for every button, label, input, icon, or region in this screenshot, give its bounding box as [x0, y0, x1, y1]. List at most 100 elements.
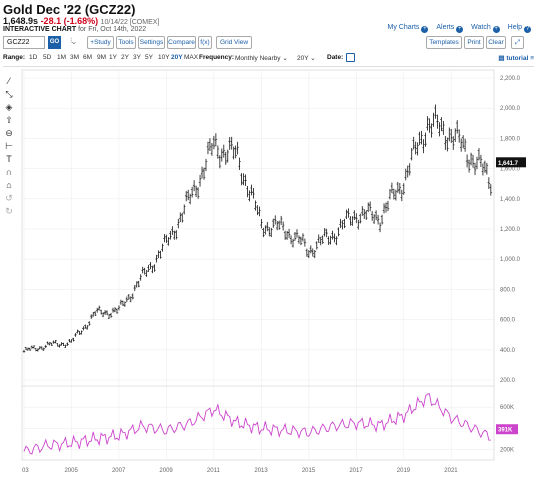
settings-button[interactable]: Settings — [138, 36, 165, 49]
ohlc-bar — [323, 228, 326, 237]
ohlc-bar — [76, 329, 79, 334]
ohlc-bar — [157, 250, 160, 259]
range-1d[interactable]: 1D — [29, 54, 38, 61]
ohlc-bar — [451, 136, 455, 150]
ohlc-bar — [366, 202, 370, 213]
ohlc-bar — [357, 219, 360, 230]
period-dropdown[interactable]: 20Y ⌄ — [297, 54, 316, 62]
ohlc-bar — [358, 213, 362, 224]
time-tick-label: 2005 — [64, 468, 78, 474]
ohlc-bar — [325, 228, 328, 238]
range-1m[interactable]: 1M — [57, 54, 67, 61]
my-charts-link[interactable]: My Charts + — [388, 24, 429, 33]
help-link[interactable]: Help ? — [507, 24, 531, 33]
ohlc-bar — [250, 184, 253, 196]
fib-tool-icon[interactable]: ⊖ — [5, 128, 13, 138]
symbol-input[interactable]: GCZ22 — [3, 36, 45, 49]
chart-type-dropdown[interactable]: ⫶⌄ — [64, 36, 82, 49]
top-links: My Charts + Alerts + Watch + Help ? — [382, 24, 531, 33]
ohlc-bar — [440, 117, 443, 132]
lock-icon[interactable]: ⌂ — [6, 180, 12, 190]
print-button[interactable]: Print — [464, 36, 484, 49]
range-3m[interactable]: 3M — [70, 54, 80, 61]
ohlc-bar — [455, 120, 459, 134]
ohlc-bar — [479, 154, 483, 167]
compare-button[interactable]: Compare — [167, 36, 196, 49]
ohlc-bar — [477, 148, 481, 161]
text-tool-icon[interactable]: T — [6, 154, 12, 164]
templates-button[interactable]: Templates — [426, 36, 462, 49]
time-tick-label: 2019 — [397, 468, 411, 474]
ohlc-bar — [317, 234, 321, 243]
ohlc-bar — [293, 231, 297, 241]
ohlc-bar — [378, 222, 382, 233]
plus-icon: + — [421, 26, 429, 33]
clear-button[interactable]: Clear — [486, 36, 506, 49]
ohlc-bar — [487, 177, 491, 189]
ohlc-bar — [266, 221, 269, 232]
ohlc-bar — [248, 190, 251, 202]
price-tick-label: 1,200.0 — [500, 227, 521, 233]
ohlc-bar — [360, 206, 364, 216]
ohlc-bar — [163, 234, 166, 243]
volume-pane: 200K400K600K391K — [22, 385, 518, 455]
range-bar: Range: 1D 5D 1M 3M 6M 9M 1Y 2Y 3Y 5Y 10Y 20Y MAX Fre… — [3, 53, 534, 64]
range-1y[interactable]: 1Y — [109, 54, 117, 61]
last-price-marker — [496, 157, 526, 168]
ohlc-bar — [341, 220, 344, 230]
range-6m[interactable]: 6M — [83, 54, 93, 61]
line-tool-icon[interactable]: ⁄ — [8, 76, 10, 86]
volume-tick-label: 600K — [500, 405, 514, 411]
redo-icon[interactable]: ↻ — [5, 206, 13, 216]
measure-tool-icon[interactable]: ⊢ — [5, 141, 13, 151]
calendar-icon[interactable] — [346, 53, 355, 62]
ohlc-bar — [386, 200, 390, 212]
ohlc-bar — [80, 330, 83, 335]
ray-tool-icon[interactable]: ⤡ — [5, 89, 13, 99]
ohlc-bar — [109, 312, 113, 318]
ohlc-bar — [438, 122, 441, 137]
ohlc-bar — [133, 284, 137, 292]
magnet-icon[interactable]: ∩ — [5, 167, 13, 177]
watch-link[interactable]: Watch + — [471, 24, 500, 33]
ohlc-bar — [220, 148, 224, 162]
ohlc-bar — [165, 234, 168, 244]
ohlc-bar — [123, 301, 127, 307]
tutorial-link[interactable]: ▤ tutorial ≡ — [498, 55, 534, 62]
function-button[interactable]: f(x) — [198, 36, 212, 49]
ohlc-bar — [64, 344, 67, 348]
alerts-link[interactable]: Alerts + — [436, 24, 464, 33]
ohlc-bar — [388, 189, 392, 200]
range-9m[interactable]: 9M — [97, 54, 107, 61]
range-5d[interactable]: 5D — [43, 54, 52, 61]
ohlc-bar — [307, 250, 311, 259]
ohlc-bar — [84, 324, 87, 329]
ohlc-bar — [129, 296, 133, 303]
ohlc-bar — [135, 281, 139, 288]
arrow-tool-icon[interactable]: ⇧ — [5, 115, 13, 125]
add-study-button[interactable]: +Study — [87, 36, 114, 49]
help-label: Help — [507, 24, 523, 31]
ohlc-bar — [95, 307, 99, 313]
range-max[interactable]: MAX — [184, 54, 199, 61]
price-tick-label: 400.0 — [500, 348, 516, 354]
range-10y[interactable]: 10Y — [158, 54, 170, 61]
range-20y[interactable]: 20Y — [171, 54, 183, 61]
ohlc-bar — [467, 159, 471, 173]
grid-view-button[interactable]: Grid View — [216, 36, 252, 49]
ohlc-bar — [465, 154, 469, 168]
ohlc-bar — [404, 168, 408, 181]
ohlc-bar — [412, 136, 415, 150]
price-tick-label: 600.0 — [500, 318, 516, 324]
range-3y[interactable]: 3Y — [133, 54, 141, 61]
tools-button[interactable]: Tools — [116, 36, 136, 49]
range-2y[interactable]: 2Y — [121, 54, 129, 61]
undo-icon[interactable]: ↺ — [5, 193, 13, 203]
frequency-dropdown[interactable]: Monthly Nearby ⌄ — [235, 54, 288, 62]
last-volume-label: 391K — [498, 428, 513, 434]
range-5y[interactable]: 5Y — [145, 54, 153, 61]
channel-tool-icon[interactable]: ◈ — [5, 102, 13, 112]
expand-icon[interactable]: ⤢ — [511, 36, 524, 49]
go-button[interactable]: GO — [48, 36, 61, 49]
